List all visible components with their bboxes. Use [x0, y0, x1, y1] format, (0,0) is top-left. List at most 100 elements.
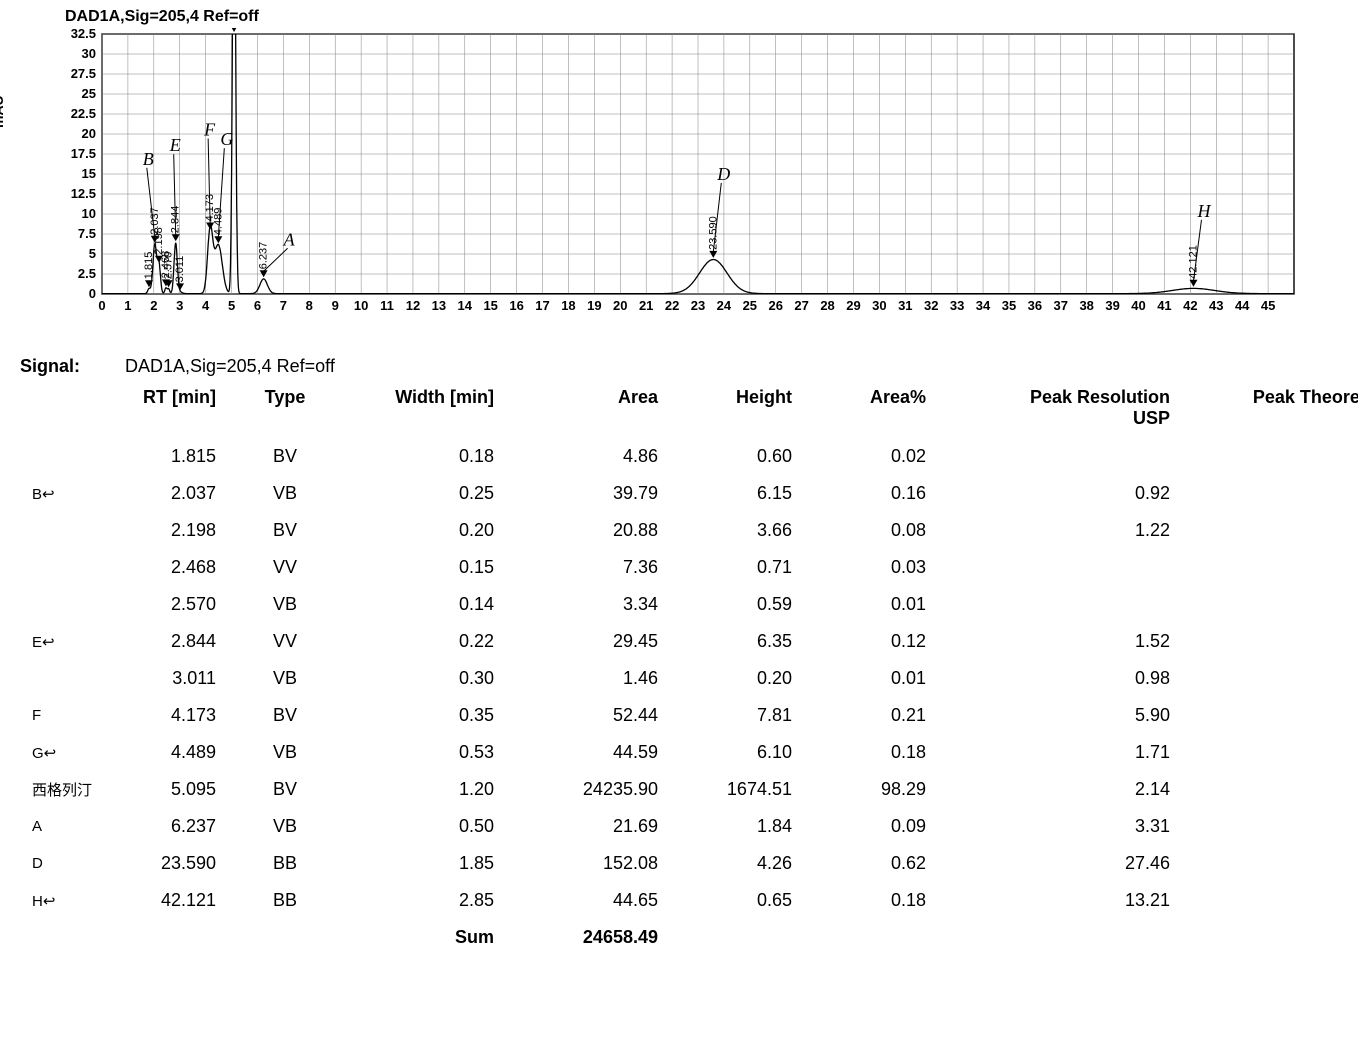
svg-text:2.5: 2.5	[78, 266, 96, 281]
cell-height: 1674.51	[670, 771, 804, 808]
cell-annot: D	[20, 845, 104, 882]
svg-text:12: 12	[406, 298, 420, 313]
cell-height: 4.26	[670, 845, 804, 882]
svg-text:26: 26	[769, 298, 783, 313]
cell-rt: 2.468	[104, 549, 228, 586]
svg-text:2: 2	[150, 298, 157, 313]
svg-text:H: H	[1196, 201, 1211, 221]
cell-area_pct: 0.09	[804, 808, 938, 845]
cell-area: 3.34	[506, 586, 670, 623]
svg-text:43: 43	[1209, 298, 1223, 313]
cell-type: VB	[228, 475, 342, 512]
cell-plates: 9048.0	[1182, 734, 1358, 771]
col-width: Width [min]	[342, 383, 506, 438]
signal-line: Signal: DAD1A,Sig=205,4 Ref=off	[20, 356, 1358, 377]
cell-rt: 4.173	[104, 697, 228, 734]
cell-plates: 8269.9	[1182, 882, 1358, 919]
cell-plates: 8926.7	[1182, 697, 1358, 734]
svg-text:22: 22	[665, 298, 679, 313]
cell-annot: 西格列汀	[20, 771, 104, 808]
svg-text:15: 15	[82, 166, 96, 181]
svg-text:1: 1	[124, 298, 131, 313]
cell-area_pct: 0.12	[804, 623, 938, 660]
cell-annot	[20, 660, 104, 697]
cell-area_pct: 0.18	[804, 882, 938, 919]
table-row: 2.570VB0.143.340.590.011870.3	[20, 586, 1358, 623]
cell-type: VB	[228, 734, 342, 771]
svg-text:40: 40	[1131, 298, 1145, 313]
chromatogram-plot: 0123456789101112131415161718192021222324…	[60, 28, 1300, 348]
cell-type: VV	[228, 623, 342, 660]
signal-value: DAD1A,Sig=205,4 Ref=off	[125, 356, 335, 376]
svg-text:36: 36	[1028, 298, 1042, 313]
signal-label: Signal:	[20, 356, 120, 377]
cell-rt: 2.198	[104, 512, 228, 549]
cell-height: 6.15	[670, 475, 804, 512]
cell-area: 21.69	[506, 808, 670, 845]
table-row: 3.011VB0.301.460.200.010.983022.0	[20, 660, 1358, 697]
svg-text:9: 9	[332, 298, 339, 313]
cell-area: 152.08	[506, 845, 670, 882]
cell-area_pct: 0.02	[804, 438, 938, 475]
svg-text:G: G	[220, 129, 233, 149]
cell-rt: 4.489	[104, 734, 228, 771]
cell-area: 20.88	[506, 512, 670, 549]
cell-rt: 5.095	[104, 771, 228, 808]
cell-width: 1.20	[342, 771, 506, 808]
svg-text:35: 35	[1002, 298, 1016, 313]
cell-annot	[20, 438, 104, 475]
cell-type: VV	[228, 549, 342, 586]
svg-text:2.570: 2.570	[163, 252, 175, 280]
cell-area: 39.79	[506, 475, 670, 512]
cell-type: BV	[228, 771, 342, 808]
cell-plates: 8727.9	[1182, 623, 1358, 660]
cell-area: 24235.90	[506, 771, 670, 808]
svg-text:24: 24	[717, 298, 732, 313]
cell-area: 44.65	[506, 882, 670, 919]
svg-text:27.5: 27.5	[71, 66, 96, 81]
sum-cell-plates	[1182, 919, 1358, 956]
svg-text:8: 8	[306, 298, 313, 313]
svg-text:14: 14	[458, 298, 473, 313]
cell-resolution: 1.22	[938, 512, 1182, 549]
svg-text:B: B	[143, 149, 154, 169]
svg-text:20: 20	[82, 126, 96, 141]
svg-text:0: 0	[98, 298, 105, 313]
cell-height: 0.71	[670, 549, 804, 586]
cell-plates: 6854.2	[1182, 512, 1358, 549]
svg-text:10: 10	[354, 298, 368, 313]
svg-text:33: 33	[950, 298, 964, 313]
svg-text:23.590: 23.590	[707, 216, 719, 250]
svg-text:13: 13	[432, 298, 446, 313]
cell-plates: 506.2	[1182, 438, 1358, 475]
cell-area_pct: 0.18	[804, 734, 938, 771]
cell-plates: 3022.0	[1182, 660, 1358, 697]
svg-text:2.198: 2.198	[153, 227, 165, 255]
peak-table: RT [min] Type Width [min] Area Height Ar…	[20, 383, 1358, 956]
table-header-row: RT [min] Type Width [min] Area Height Ar…	[20, 383, 1358, 438]
cell-area_pct: 98.29	[804, 771, 938, 808]
cell-height: 0.59	[670, 586, 804, 623]
svg-text:11: 11	[380, 298, 394, 313]
cell-annot: A	[20, 808, 104, 845]
cell-resolution: 0.98	[938, 660, 1182, 697]
cell-annot: F	[20, 697, 104, 734]
cell-resolution	[938, 586, 1182, 623]
sum-cell-height	[670, 919, 804, 956]
cell-type: BB	[228, 882, 342, 919]
cell-rt: 6.237	[104, 808, 228, 845]
cell-plates: 2911.8	[1182, 771, 1358, 808]
sum-cell-annot	[20, 919, 104, 956]
table-row: F4.173BV0.3552.447.810.215.908926.7	[20, 697, 1358, 734]
cell-plates	[1182, 549, 1358, 586]
cell-area_pct: 0.16	[804, 475, 938, 512]
svg-text:18: 18	[561, 298, 575, 313]
cell-plates: 1870.3	[1182, 586, 1358, 623]
cell-plates: 6426.6	[1182, 808, 1358, 845]
cell-height: 7.81	[670, 697, 804, 734]
svg-text:30: 30	[872, 298, 886, 313]
cell-annot: E↩	[20, 623, 104, 660]
cell-rt: 2.844	[104, 623, 228, 660]
svg-text:28: 28	[820, 298, 834, 313]
cell-type: BV	[228, 512, 342, 549]
